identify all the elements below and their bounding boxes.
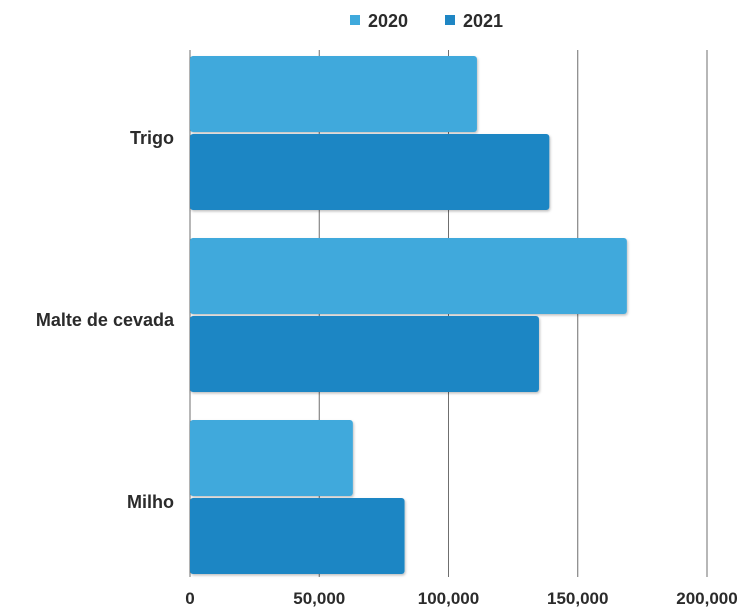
legend-label-2021: 2021 <box>463 11 503 31</box>
category-label-trigo: Trigo <box>130 128 174 148</box>
bar-malte-de-cevada-2020 <box>190 238 627 314</box>
category-label-milho: Milho <box>127 492 174 512</box>
x-tick-label-4: 200,000 <box>676 589 737 608</box>
x-tick-labels: 0 50,000 100,000 150,000 200,000 <box>185 589 737 608</box>
legend-swatch-2020 <box>350 15 360 25</box>
legend-swatch-2021 <box>445 15 455 25</box>
bar-trigo-2021 <box>190 134 550 210</box>
x-tick-label-1: 50,000 <box>293 589 345 608</box>
legend-label-2020: 2020 <box>368 11 408 31</box>
legend: 2020 2021 <box>350 11 503 31</box>
x-tick-label-2: 100,000 <box>418 589 479 608</box>
bar-trigo-2020 <box>190 56 477 132</box>
category-label-malte-de-cevada: Malte de cevada <box>36 310 175 330</box>
bar-milho-2020 <box>190 420 353 496</box>
x-tick-label-0: 0 <box>185 589 194 608</box>
category-labels: Trigo Malte de cevada Milho <box>36 128 175 512</box>
x-tick-label-3: 150,000 <box>547 589 608 608</box>
bar-milho-2021 <box>190 498 405 574</box>
bar-malte-de-cevada-2021 <box>190 316 539 392</box>
bars <box>190 56 627 574</box>
